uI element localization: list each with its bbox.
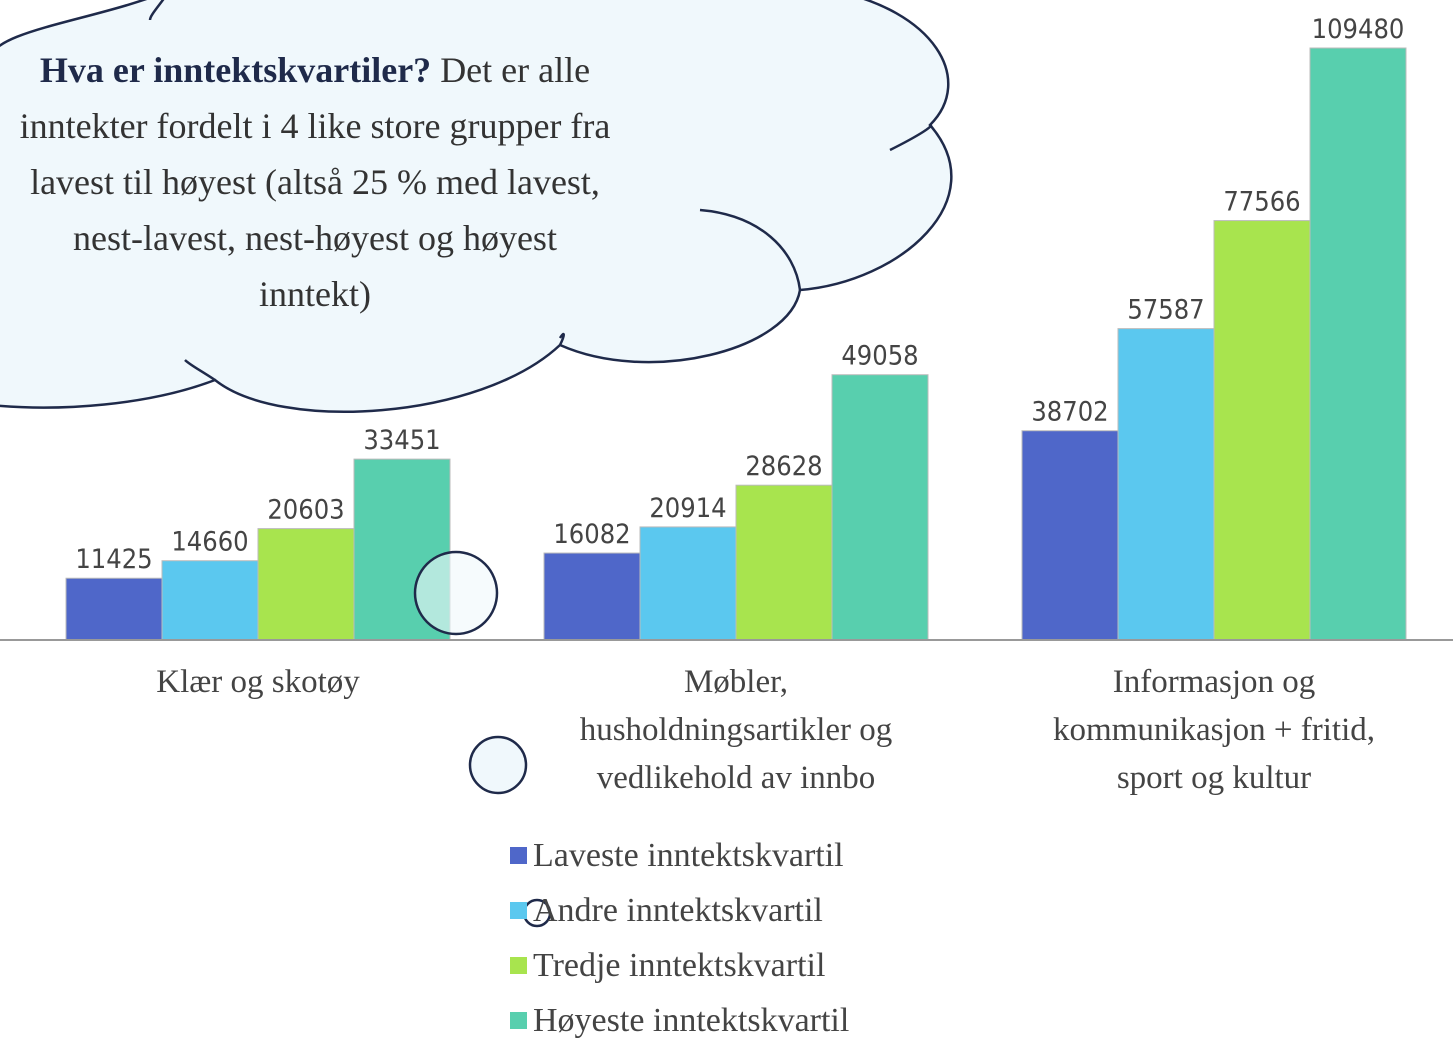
value-label: 28628 (745, 451, 822, 482)
legend-item: Andre inntektskvartil (510, 883, 849, 938)
value-label: 14660 (171, 527, 248, 558)
value-label: 57587 (1127, 295, 1204, 326)
legend-swatch (510, 957, 527, 974)
bar (1310, 48, 1406, 640)
x-tick-label: Klær og skotøy (48, 658, 468, 706)
legend-item: Tredje inntektskvartil (510, 938, 849, 993)
legend-swatch (510, 847, 527, 864)
legend-swatch (510, 1012, 527, 1029)
bar (1214, 221, 1310, 640)
value-label: 20603 (267, 495, 344, 526)
bar (832, 375, 928, 640)
bar (1022, 431, 1118, 640)
annotation-line: lavest til høyest (altså 25 % med lavest… (0, 154, 710, 210)
x-tick-label: Møbler, husholdningsartikler og vedlikeh… (556, 658, 916, 802)
legend-swatch (510, 902, 527, 919)
annotation-line: nest-lavest, nest-høyest og høyest (0, 210, 710, 266)
bar (640, 527, 736, 640)
thought-bubble (415, 552, 497, 634)
annotation-text: Det er alle (440, 50, 590, 90)
annotation-line: Hva er inntektskvartiler? Det er alle (0, 42, 710, 98)
value-label: 77566 (1223, 187, 1300, 218)
legend-label: Tredje inntektskvartil (533, 947, 825, 985)
bar (258, 529, 354, 640)
value-label: 109480 (1312, 14, 1405, 45)
annotation: Hva er inntektskvartiler? Det er alle inn… (0, 42, 710, 322)
value-label: 11425 (75, 544, 152, 575)
x-tick-label: Informasjon og kommunikasjon + fritid, s… (1034, 658, 1394, 802)
legend-label: Andre inntektskvartil (533, 892, 823, 930)
thought-bubble (470, 737, 526, 793)
annotation-title: Hva er inntektskvartiler? (40, 50, 431, 90)
bar (66, 578, 162, 640)
annotation-text: inntekter fordelt i 4 like store grupper… (20, 106, 611, 146)
page: 11425 16082 38702 14660 20914 57587 20603 28628… (0, 0, 1453, 1039)
legend: Laveste inntektskvartil Andre inntektskva… (510, 828, 849, 1048)
legend-label: Laveste inntektskvartil (533, 837, 844, 875)
value-label: 49058 (841, 341, 918, 372)
bar (1118, 329, 1214, 640)
annotation-text: lavest til høyest (altså 25 % med lavest… (30, 162, 600, 202)
value-label: 33451 (363, 425, 440, 456)
annotation-line: inntekt) (0, 266, 710, 322)
bar (736, 485, 832, 640)
legend-label: Høyeste inntektskvartil (533, 1002, 849, 1040)
value-label: 20914 (649, 493, 726, 524)
legend-item: Laveste inntektskvartil (510, 828, 849, 883)
legend-item: Høyeste inntektskvartil (510, 993, 849, 1048)
annotation-text: nest-lavest, nest-høyest og høyest (73, 218, 557, 258)
annotation-line: inntekter fordelt i 4 like store grupper… (0, 98, 710, 154)
bar (162, 561, 258, 640)
bar (544, 553, 640, 640)
value-label: 16082 (553, 519, 630, 550)
value-label: 38702 (1031, 397, 1108, 428)
annotation-text: inntekt) (259, 274, 371, 314)
